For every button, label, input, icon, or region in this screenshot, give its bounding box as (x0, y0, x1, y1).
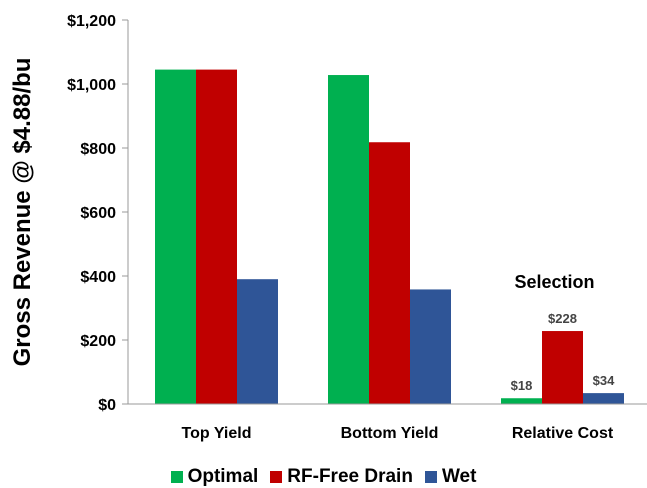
bar (328, 75, 369, 404)
bar (501, 398, 542, 404)
x-tick-label: Top Yield (182, 425, 252, 442)
data-labels: $18 $228 $34 Selection (511, 272, 615, 393)
y-tick-label: $0 (98, 397, 116, 414)
bar (369, 142, 410, 405)
bar (237, 279, 278, 404)
data-label: $18 (511, 378, 533, 393)
y-tick-label: $200 (80, 333, 116, 350)
annotation-selection: Selection (514, 272, 594, 292)
y-tick-label: $800 (80, 141, 116, 158)
y-tick-label: $400 (80, 269, 116, 286)
y-tick-label: $1,200 (67, 13, 116, 30)
legend-label: RF-Free Drain (287, 465, 413, 487)
bars (155, 69, 624, 405)
legend-item: RF-Free Drain (270, 466, 413, 488)
bar (196, 69, 237, 404)
legend-item: Optimal (170, 465, 259, 488)
y-axis: $0 $200 $400 $600 $800 $1,000 $1,200 (67, 13, 129, 414)
x-tick-label: Relative Cost (512, 425, 614, 442)
legend-swatch (424, 470, 437, 483)
legend: Optimal RF-Free Drain Wet (0, 466, 647, 487)
bar (155, 69, 196, 404)
data-label: $228 (548, 311, 577, 326)
x-axis: Top Yield Bottom Yield Relative Cost (128, 403, 647, 442)
legend-label: Optimal (187, 465, 259, 487)
y-tick-label: $600 (80, 205, 116, 222)
legend-item: Wet (424, 465, 477, 488)
bar (542, 331, 583, 404)
legend-swatch (170, 470, 183, 483)
y-axis-label: Gross Revenue @ $4.88/bu (9, 58, 36, 367)
data-label: $34 (593, 373, 615, 388)
legend-swatch (270, 470, 283, 483)
bar (410, 289, 451, 404)
chart: Gross Revenue @ $4.88/bu $0$200$400$600$… (9, 13, 647, 442)
y-tick-label: $1,000 (67, 77, 116, 94)
legend-label: Wet (441, 465, 477, 487)
x-tick-label: Bottom Yield (341, 425, 439, 442)
bar (583, 393, 624, 404)
